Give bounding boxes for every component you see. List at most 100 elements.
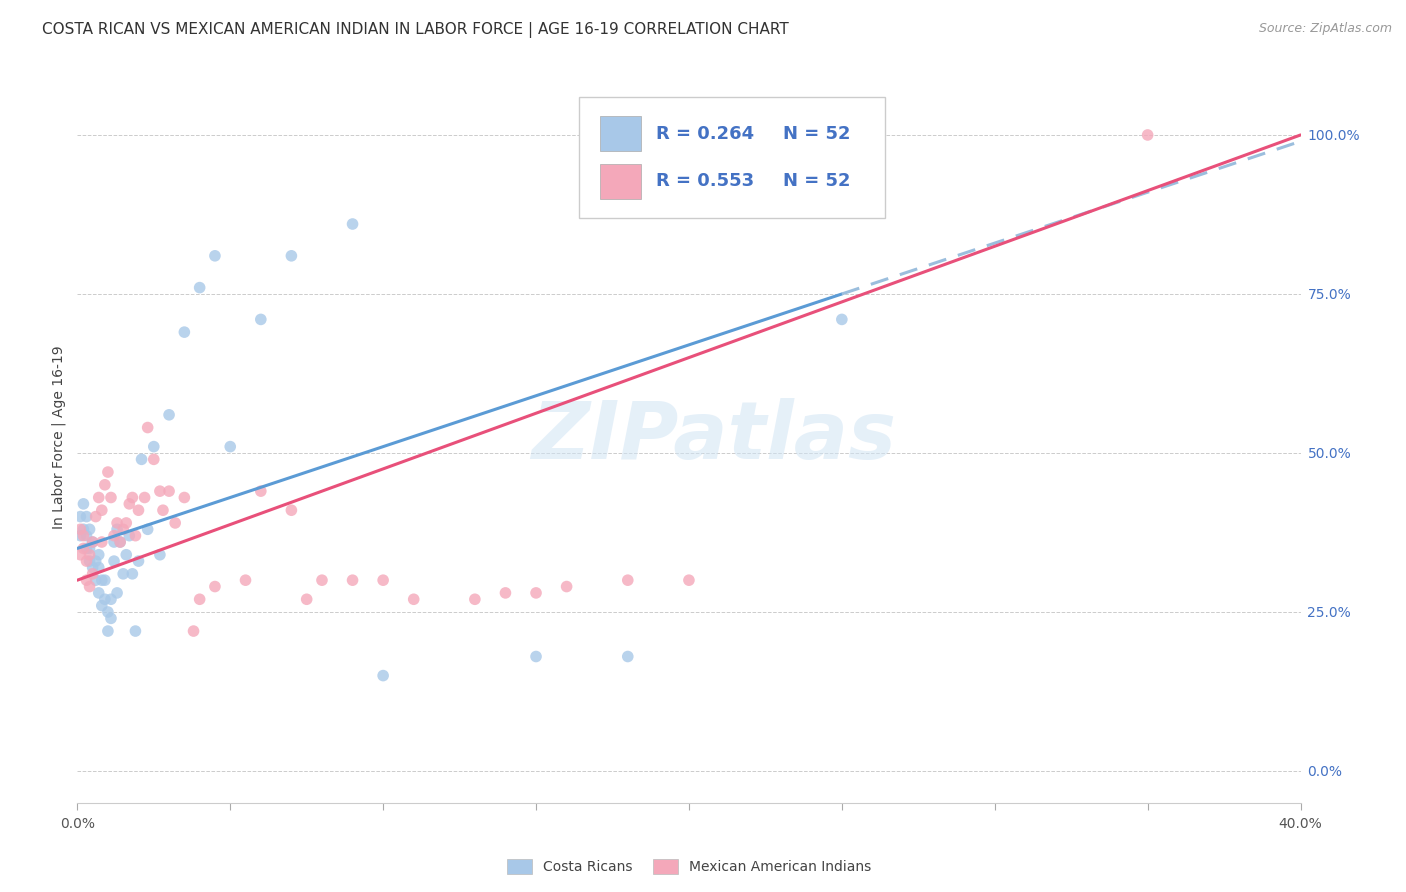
Point — [136, 420, 159, 434]
Point — [90, 503, 112, 517]
Point — [82, 566, 104, 581]
Point — [124, 624, 146, 638]
Point — [76, 554, 98, 568]
Point — [97, 605, 120, 619]
Point — [678, 573, 700, 587]
Point — [72, 522, 94, 536]
Point — [90, 573, 112, 587]
Point — [100, 592, 122, 607]
Point — [555, 580, 578, 594]
Point — [90, 535, 112, 549]
Point — [183, 624, 205, 638]
Point — [112, 522, 135, 536]
Point — [149, 484, 172, 499]
Point — [69, 522, 91, 536]
Point — [280, 249, 302, 263]
Point — [76, 573, 98, 587]
Point — [103, 554, 125, 568]
Point — [134, 491, 156, 505]
Point — [204, 249, 226, 263]
Text: R = 0.264: R = 0.264 — [657, 125, 754, 143]
Point — [72, 497, 94, 511]
Point — [76, 541, 98, 556]
Point — [235, 573, 257, 587]
Point — [142, 452, 165, 467]
Point — [495, 586, 517, 600]
Legend: Costa Ricans, Mexican American Indians: Costa Ricans, Mexican American Indians — [501, 854, 877, 880]
Text: N = 52: N = 52 — [783, 172, 851, 190]
Point — [79, 548, 101, 562]
Point — [84, 509, 107, 524]
Point — [152, 503, 174, 517]
Point — [617, 573, 640, 587]
Point — [84, 573, 107, 587]
Point — [87, 586, 110, 600]
Point — [72, 529, 94, 543]
Point — [82, 535, 104, 549]
Point — [115, 516, 138, 530]
Text: R = 0.553: R = 0.553 — [657, 172, 754, 190]
Point — [69, 548, 91, 562]
Point — [250, 484, 273, 499]
Text: Source: ZipAtlas.com: Source: ZipAtlas.com — [1258, 22, 1392, 36]
Text: ZIPatlas: ZIPatlas — [531, 398, 896, 476]
Point — [124, 529, 146, 543]
Point — [342, 217, 364, 231]
Point — [219, 440, 242, 454]
Point — [831, 312, 853, 326]
Point — [76, 509, 98, 524]
Point — [87, 560, 110, 574]
Point — [1136, 128, 1159, 142]
Point — [173, 491, 195, 505]
Point — [204, 580, 226, 594]
Point — [128, 554, 150, 568]
FancyBboxPatch shape — [579, 97, 884, 218]
Point — [76, 529, 98, 543]
Point — [165, 516, 187, 530]
Point — [121, 491, 143, 505]
Point — [103, 535, 125, 549]
Point — [342, 573, 364, 587]
Point — [173, 325, 195, 339]
Point — [121, 566, 143, 581]
Point — [524, 649, 547, 664]
Point — [295, 592, 318, 607]
Point — [108, 535, 131, 549]
Point — [250, 312, 273, 326]
Point — [82, 535, 104, 549]
Point — [131, 452, 153, 467]
Point — [79, 580, 101, 594]
Point — [103, 529, 125, 543]
Point — [371, 668, 394, 682]
Point — [94, 592, 117, 607]
Point — [79, 554, 101, 568]
Point — [371, 573, 394, 587]
Point — [112, 566, 135, 581]
Point — [72, 541, 94, 556]
FancyBboxPatch shape — [599, 116, 641, 151]
Point — [87, 491, 110, 505]
Point — [87, 548, 110, 562]
Point — [79, 541, 101, 556]
Point — [94, 477, 117, 491]
Point — [105, 516, 128, 530]
Point — [69, 509, 91, 524]
Point — [142, 440, 165, 454]
Point — [280, 503, 302, 517]
Point — [115, 548, 138, 562]
Point — [97, 465, 120, 479]
Point — [100, 611, 122, 625]
Point — [108, 535, 131, 549]
Point — [84, 554, 107, 568]
Y-axis label: In Labor Force | Age 16-19: In Labor Force | Age 16-19 — [52, 345, 66, 529]
Point — [188, 280, 211, 294]
Point — [90, 599, 112, 613]
Point — [157, 484, 180, 499]
Point — [157, 408, 180, 422]
FancyBboxPatch shape — [599, 163, 641, 199]
Point — [82, 560, 104, 574]
Point — [149, 548, 172, 562]
Point — [311, 573, 333, 587]
Point — [118, 497, 141, 511]
Point — [524, 586, 547, 600]
